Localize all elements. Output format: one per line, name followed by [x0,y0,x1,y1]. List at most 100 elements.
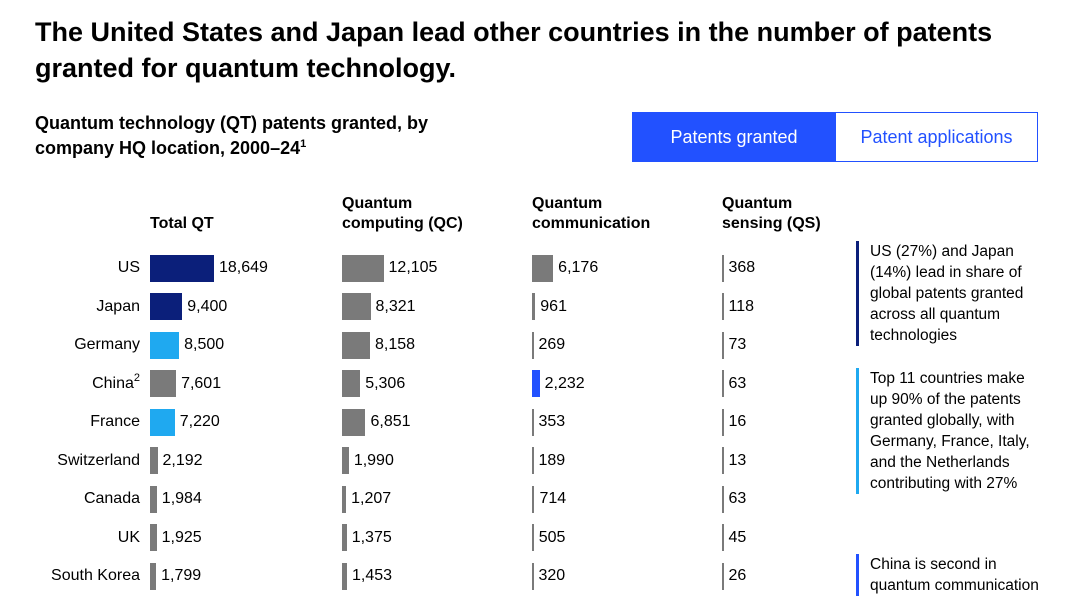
bar [150,293,183,320]
value-label: 8,321 [375,297,416,315]
bar [532,370,540,397]
bar [722,331,724,359]
value-label: 1,925 [161,528,202,546]
value-label: 6,176 [558,259,599,276]
category-text: China [92,374,134,392]
category-text: Germany [74,336,140,353]
value-label: 1,375 [351,528,392,546]
value-label: 320 [538,567,566,584]
bar [722,485,724,513]
toggle-button[interactable]: Patent applications [835,112,1038,162]
value-label: 6,851 [370,413,411,430]
bar [532,254,554,282]
category-text: UK [117,528,140,546]
value-label: 269 [538,336,566,353]
category-label: Germany [0,335,140,355]
bar [150,447,158,474]
bar [342,447,349,474]
toggle-button[interactable]: Patents granted [632,112,836,162]
bar [342,370,361,397]
value-label: 63 [728,490,747,507]
category-label: Japan [0,297,140,317]
bar [722,562,724,590]
bar [150,524,157,551]
value-label: 1,207 [351,490,392,507]
value-label: 12,105 [388,259,438,276]
value-label: 961 [540,297,567,315]
value-label: 8,500 [184,336,225,353]
footnote-marker: 1 [300,138,307,150]
annotation: US (27%) and Japan (14%) lead in share o… [856,241,1046,346]
value-label: 18,649 [218,259,268,276]
bar [532,485,535,513]
value-label: 9,400 [187,297,228,315]
bar [722,408,724,436]
bar [150,562,157,590]
column-header: Total QT [150,215,214,232]
category-label: France [0,412,140,432]
category-text: South Korea [51,567,140,584]
column-header: Quantum sensing (QS) [722,195,821,232]
value-label: 7,601 [181,374,222,392]
value-label: 13 [728,451,747,469]
value-label: 7,220 [179,413,220,430]
category-label: Canada [0,489,140,509]
value-label: 1,453 [351,567,393,584]
bar [150,370,177,397]
value-label: 189 [538,451,566,469]
bar [342,408,366,436]
value-label: 16 [728,413,747,430]
category-label: Switzerland [0,451,140,471]
value-label: 26 [728,567,747,584]
bar [342,254,384,282]
value-label: 1,990 [353,451,394,469]
bar [722,370,724,397]
annotation: Top 11 countries make up 90% of the pate… [856,368,1046,494]
bar [150,254,214,282]
value-label: 1,799 [161,567,202,584]
category-text: Japan [96,297,140,315]
value-label: 368 [728,259,756,276]
value-label: 714 [539,490,567,507]
bar [722,447,724,474]
value-label: 8,158 [374,336,416,353]
category-text: US [117,259,140,276]
category-label: US [0,258,140,278]
subtitle: Quantum technology (QT) patents granted,… [35,111,505,161]
column-header: Quantum computing (QC) [342,195,463,232]
bar [532,331,534,359]
category-text: France [90,413,140,430]
value-label: 2,192 [162,451,203,469]
annotation: China is second in quantum communication [856,554,1046,596]
value-label: 63 [728,374,747,392]
bar [722,524,724,551]
bar [532,524,534,551]
footnote-marker: 2 [133,371,140,384]
column-header: Quantum communication [532,195,651,232]
category-label: UK [0,528,140,548]
bar [532,408,534,436]
bar [150,331,180,359]
value-label: 1,984 [161,490,202,507]
value-label: 5,306 [365,374,406,392]
value-label: 118 [728,297,755,315]
category-text: Switzerland [57,451,140,469]
bar [150,485,157,513]
bar [532,447,534,474]
subtitle-text: Quantum technology (QT) patents granted,… [35,113,429,158]
bar [342,562,347,590]
title: The United States and Japan lead other c… [35,17,993,83]
bar [532,293,536,320]
bar [722,254,724,282]
value-label: 505 [538,528,566,546]
bar [342,524,347,551]
bar [150,408,175,436]
bar [342,485,347,513]
bar [342,331,370,359]
category-label: China2 [0,371,140,394]
category-label: South Korea [0,566,140,586]
value-label: 45 [728,528,747,546]
bar [722,293,724,320]
value-label: 73 [728,336,747,353]
